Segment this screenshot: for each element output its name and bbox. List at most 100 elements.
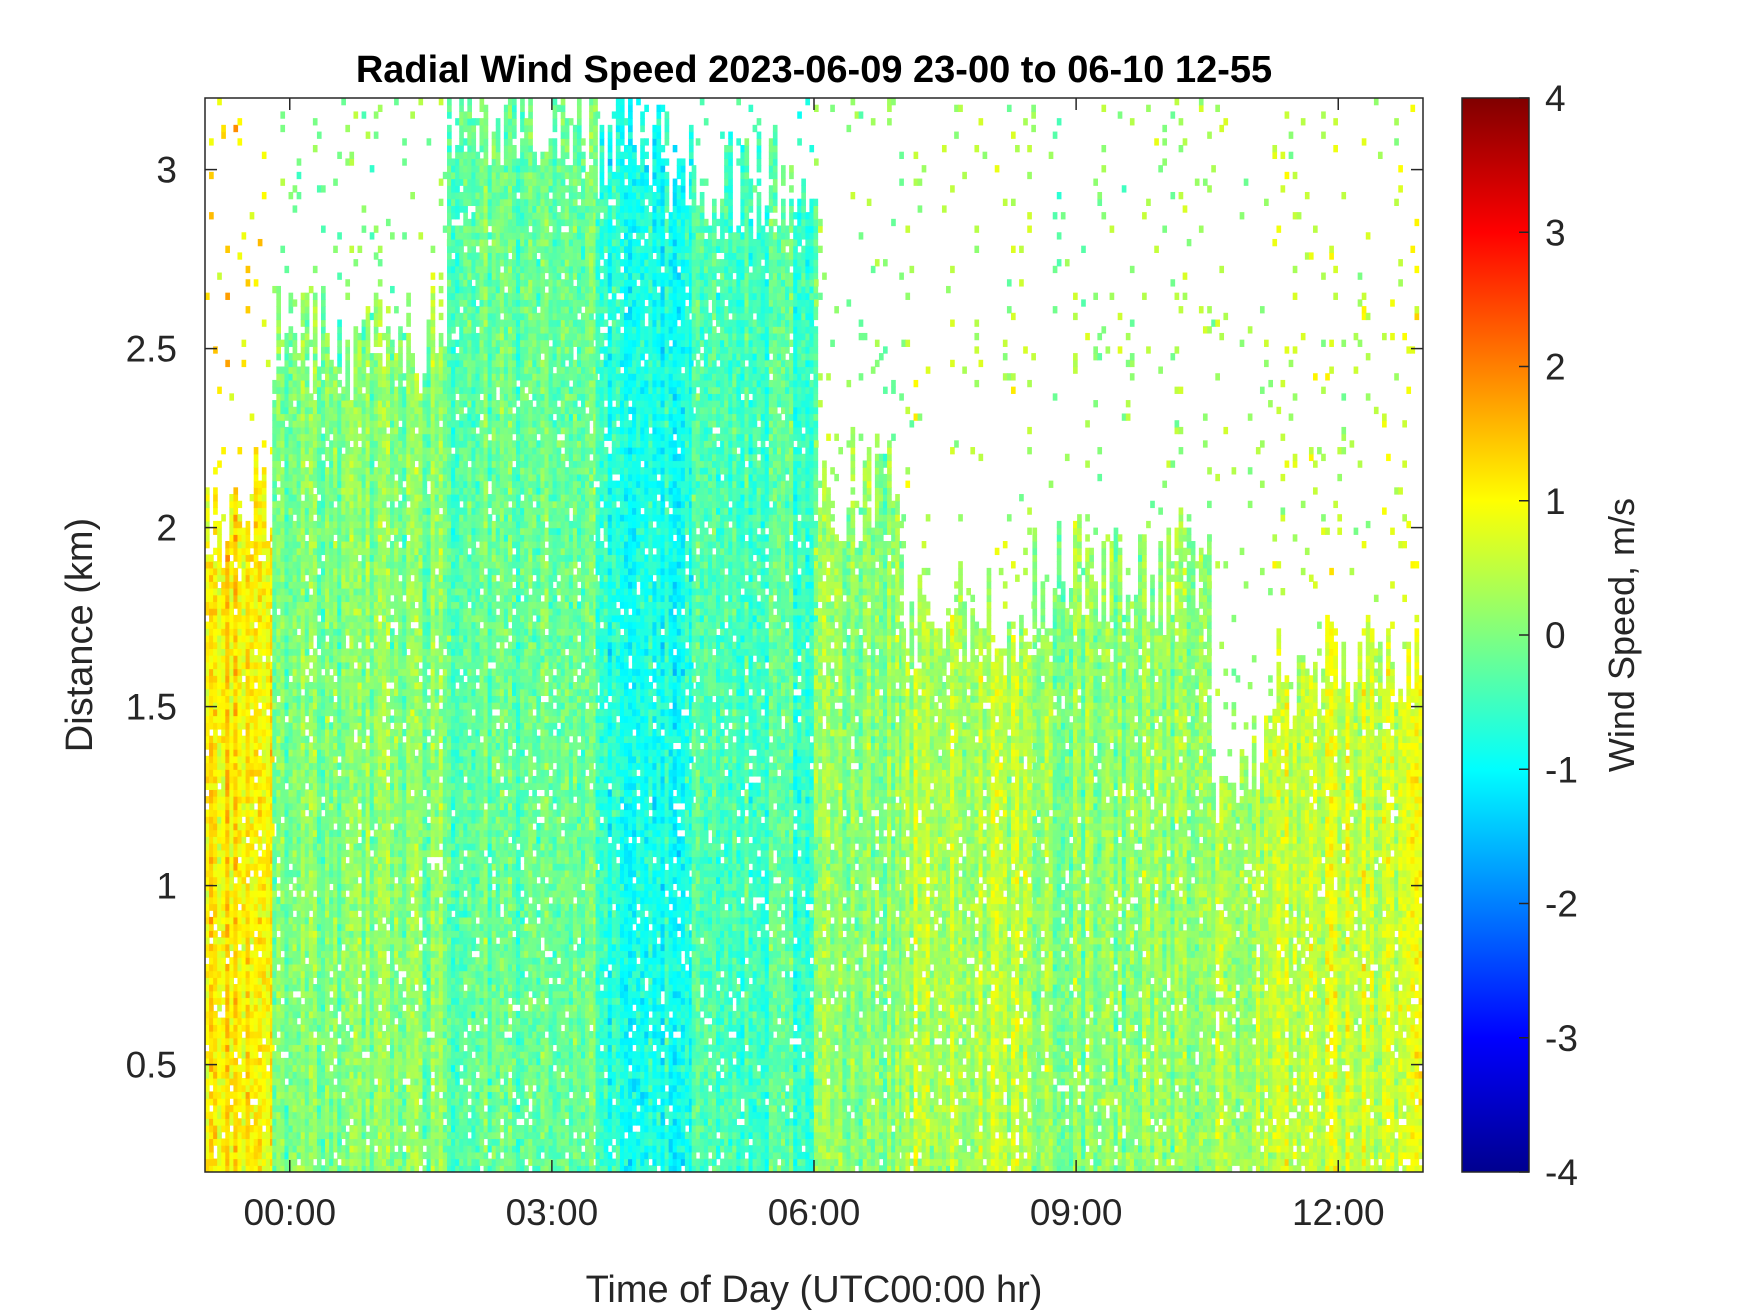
heatmap-cell: [333, 373, 338, 380]
heatmap-cell: [329, 1118, 334, 1125]
heatmap-cell: [246, 1004, 251, 1011]
heatmap-cell: [237, 521, 242, 528]
heatmap-cell: [266, 1011, 271, 1018]
heatmap-cell: [358, 1132, 363, 1139]
heatmap-cell: [313, 333, 318, 340]
heatmap-cell: [325, 1091, 330, 1098]
heatmap-cell: [293, 534, 298, 541]
heatmap-cell: [345, 870, 350, 877]
heatmap-cell: [233, 917, 238, 924]
heatmap-cell: [233, 1065, 238, 1072]
heatmap-cell: [209, 883, 214, 890]
heatmap-cell: [301, 413, 306, 420]
heatmap-cell: [229, 689, 234, 696]
heatmap-cell: [217, 689, 222, 696]
heatmap-cell: [272, 440, 277, 447]
heatmap-cell: [250, 1078, 255, 1085]
heatmap-cell: [337, 454, 342, 461]
heatmap-cell: [209, 138, 214, 145]
heatmap-cell: [225, 1138, 230, 1145]
heatmap-cell: [276, 487, 281, 494]
heatmap-cell: [329, 554, 334, 561]
heatmap-cell: [321, 320, 326, 327]
heatmap-cell: [213, 823, 218, 830]
heatmap-cell: [337, 1058, 342, 1065]
heatmap-cell: [329, 481, 334, 488]
heatmap-cell: [262, 595, 267, 602]
heatmap-cell: [266, 695, 271, 702]
heatmap-cell: [297, 1078, 302, 1085]
heatmap-cell: [242, 796, 247, 803]
heatmap-cell: [305, 608, 310, 615]
heatmap-cell: [293, 360, 298, 367]
heatmap-cell: [309, 400, 314, 407]
heatmap-cell: [325, 1011, 330, 1018]
heatmap-cell: [325, 736, 330, 743]
heatmap-cell: [246, 588, 251, 595]
heatmap-cell: [213, 346, 218, 353]
heatmap-cell: [353, 601, 358, 608]
heatmap-cell: [225, 246, 230, 253]
heatmap-cell: [229, 642, 234, 649]
heatmap-cell: [262, 897, 267, 904]
heatmap-cell: [213, 937, 218, 944]
heatmap-cell: [221, 789, 226, 796]
heatmap-cell: [209, 1065, 214, 1072]
heatmap-cell: [229, 796, 234, 803]
heatmap-cell: [337, 346, 342, 353]
heatmap-cell: [213, 548, 218, 555]
heatmap-cell: [337, 1152, 342, 1159]
heatmap-cell: [305, 434, 310, 441]
heatmap-cell: [262, 1145, 267, 1152]
heatmap-cell: [293, 1018, 298, 1025]
heatmap-cell: [301, 306, 306, 313]
heatmap-cell: [301, 581, 306, 588]
heatmap-cell: [272, 702, 277, 709]
heatmap-cell: [284, 628, 289, 635]
heatmap-cell: [329, 595, 334, 602]
heatmap-cell: [217, 722, 222, 729]
heatmap-cell: [225, 360, 230, 367]
heatmap-cell: [309, 595, 314, 602]
heatmap-cell: [317, 534, 322, 541]
heatmap-cell: [246, 1132, 251, 1139]
heatmap-cell: [262, 1138, 267, 1145]
heatmap-cell: [329, 1051, 334, 1058]
heatmap-cell: [313, 118, 318, 125]
heatmap-cell: [289, 380, 294, 387]
heatmap-cell: [289, 803, 294, 810]
heatmap-cell: [317, 997, 322, 1004]
heatmap-cell: [293, 1112, 298, 1119]
heatmap-cell: [345, 125, 350, 132]
heatmap-cell: [305, 1159, 310, 1166]
heatmap-cell: [317, 810, 322, 817]
heatmap-cell: [225, 789, 230, 796]
heatmap-cell: [217, 897, 222, 904]
heatmap-cell: [337, 400, 342, 407]
heatmap-cell: [305, 789, 310, 796]
heatmap-cell: [229, 857, 234, 864]
heatmap-cell: [266, 1038, 271, 1045]
heatmap-cell: [242, 930, 247, 937]
heatmap-cell: [209, 850, 214, 857]
heatmap-cell: [246, 950, 251, 957]
heatmap-cell: [258, 957, 263, 964]
heatmap-cell: [345, 1098, 350, 1105]
heatmap-cell: [233, 581, 238, 588]
heatmap-cell: [317, 924, 322, 931]
heatmap-cell: [272, 454, 277, 461]
heatmap-cell: [209, 776, 214, 783]
heatmap-cell: [289, 756, 294, 763]
heatmap-cell: [272, 722, 277, 729]
heatmap-cell: [254, 702, 259, 709]
heatmap-cell: [237, 1159, 242, 1166]
heatmap-cell: [309, 1159, 314, 1166]
heatmap-cell: [301, 420, 306, 427]
heatmap-cell: [293, 373, 298, 380]
heatmap-cell: [254, 716, 259, 723]
heatmap-cell: [266, 950, 271, 957]
heatmap-cell: [309, 689, 314, 696]
heatmap-cell: [221, 1152, 226, 1159]
heatmap-cell: [341, 917, 346, 924]
heatmap-cell: [317, 991, 322, 998]
